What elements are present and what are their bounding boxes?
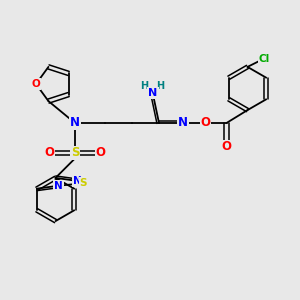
Text: O: O — [200, 116, 211, 130]
Text: O: O — [95, 146, 106, 160]
Text: S: S — [79, 178, 87, 188]
Text: O: O — [32, 79, 40, 89]
Text: N: N — [54, 181, 63, 191]
Text: N: N — [178, 116, 188, 130]
Text: H: H — [140, 81, 149, 91]
Text: O: O — [221, 140, 232, 154]
Text: O: O — [44, 146, 55, 160]
Text: N: N — [73, 176, 82, 186]
Text: N: N — [148, 88, 158, 98]
Text: Cl: Cl — [258, 53, 270, 64]
Text: N: N — [70, 116, 80, 130]
Text: H: H — [156, 81, 165, 91]
Text: S: S — [71, 146, 79, 160]
